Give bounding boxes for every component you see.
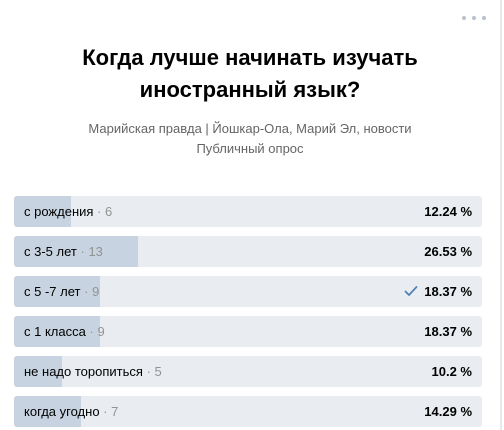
poll-option-label: с 1 класса xyxy=(24,324,86,339)
poll-option-count: 7 xyxy=(111,404,119,419)
poll-option-percent: 14.29 % xyxy=(424,404,472,419)
poll-option-text: не надо торопиться · 5 xyxy=(24,356,162,387)
poll-option[interactable]: с 5 -7 лет · 9 18.37 % xyxy=(14,276,482,307)
poll-option-label: с 5 -7 лет xyxy=(24,284,81,299)
poll-option-percent: 12.24 % xyxy=(424,204,472,219)
poll-option-label: с 3-5 лет xyxy=(24,244,77,259)
poll-option-bar xyxy=(14,236,139,267)
poll-option-text: когда угодно · 7 xyxy=(24,396,118,427)
poll-option-count: 13 xyxy=(88,244,103,259)
poll-option-count: 9 xyxy=(92,284,100,299)
poll-option-text: с 3-5 лет · 13 xyxy=(24,236,103,267)
poll-option[interactable]: с рождения · 6 12.24 % xyxy=(14,196,482,227)
poll-option-count: 6 xyxy=(105,204,113,219)
poll-option-text: с рождения · 6 xyxy=(24,196,112,227)
more-dot xyxy=(482,16,486,20)
poll-option-separator: · xyxy=(103,404,108,419)
poll-option-label: не надо торопиться xyxy=(24,364,143,379)
poll-options: с рождения · 6 12.24 % с 3-5 лет · 13 26… xyxy=(14,196,482,430)
poll-source: Марийская правда | Йошкар-Ола, Марий Эл,… xyxy=(88,121,412,136)
more-options-icon[interactable] xyxy=(462,10,486,26)
more-dot xyxy=(472,16,476,20)
poll-option-text: с 1 класса · 9 xyxy=(24,316,105,347)
poll-option-count: 5 xyxy=(154,364,162,379)
poll-option-percent: 18.37 % xyxy=(424,284,472,299)
poll-option[interactable]: с 1 класса · 9 18.37 % xyxy=(14,316,482,347)
poll-option-separator: · xyxy=(146,364,151,379)
poll-option-percent: 26.53 % xyxy=(424,244,472,259)
poll-option-separator: · xyxy=(97,204,102,219)
poll-option[interactable]: когда угодно · 7 14.29 % xyxy=(14,396,482,427)
poll-option-label: когда угодно xyxy=(24,404,100,419)
checkmark-icon xyxy=(404,286,418,296)
poll-option-percent: 18.37 % xyxy=(424,324,472,339)
more-dot xyxy=(462,16,466,20)
poll-option-bar xyxy=(14,276,100,307)
poll-option-label: с рождения xyxy=(24,204,94,219)
poll-option-bar xyxy=(14,356,62,387)
poll-option-separator: · xyxy=(89,324,94,339)
poll-question: Когда лучше начинать изучать иностранный… xyxy=(82,45,418,102)
poll-option-bar xyxy=(14,196,72,227)
poll-option-separator: · xyxy=(80,244,85,259)
poll-option[interactable]: с 3-5 лет · 13 26.53 % xyxy=(14,236,482,267)
poll-option-bar xyxy=(14,316,100,347)
poll-option-count: 9 xyxy=(97,324,105,339)
poll-option[interactable]: не надо торопиться · 5 10.2 % xyxy=(14,356,482,387)
poll-type: Публичный опрос xyxy=(196,141,304,156)
poll-option-bar xyxy=(14,396,81,427)
poll-option-text: с 5 -7 лет · 9 xyxy=(24,276,99,307)
poll-option-separator: · xyxy=(84,284,89,299)
poll-option-percent: 10.2 % xyxy=(431,364,472,379)
